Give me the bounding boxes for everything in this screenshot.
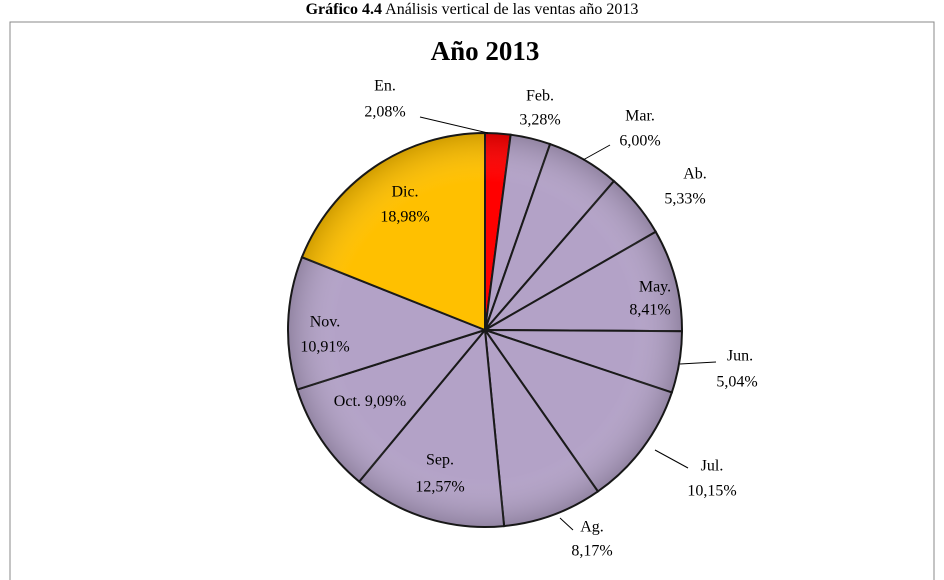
- slice-name: Jun.: [727, 348, 753, 365]
- slice-value: 12,57%: [415, 479, 464, 496]
- leader-line: [654, 449, 689, 469]
- slice-value: 8,17%: [571, 543, 612, 560]
- slice-name: Mar.: [625, 108, 655, 125]
- slice-value: 9,09%: [365, 393, 406, 410]
- leader-line: [419, 116, 489, 134]
- leader-line: [679, 361, 717, 365]
- slice-name: May.: [639, 279, 671, 296]
- slice-name: Ab.: [683, 166, 707, 183]
- caption-label: Gráfico 4.4: [306, 1, 382, 18]
- caption: Gráfico 4.4 Análisis vertical de las ven…: [306, 1, 639, 18]
- slice-name: En.: [374, 78, 396, 95]
- leader-line: [559, 517, 574, 531]
- slice-value: 5,04%: [716, 374, 757, 391]
- slice-value: 8,41%: [629, 302, 670, 319]
- slice-value: 2,08%: [364, 104, 405, 121]
- data-label: Oct. 9,09%: [334, 393, 406, 410]
- slice-value: 10,15%: [687, 483, 736, 500]
- slice-value: 18,98%: [380, 209, 429, 226]
- slice-name: Ag.: [580, 519, 604, 536]
- slice-name: Dic.: [391, 184, 418, 201]
- slice-value: 5,33%: [664, 191, 705, 208]
- slice-name: Sep.: [426, 452, 454, 469]
- slice-name: Oct.: [334, 393, 361, 410]
- caption-text: Análisis vertical de las ventas año 2013: [385, 1, 638, 18]
- slice-name: Jul.: [701, 458, 724, 475]
- slice-value: 3,28%: [519, 112, 560, 129]
- chart-frame: [9, 21, 935, 580]
- slice-name: Feb.: [526, 88, 554, 105]
- slice-value: 6,00%: [619, 133, 660, 150]
- chart-title: Año 2013: [431, 36, 540, 66]
- leader-line: [582, 144, 611, 161]
- slice-name: Nov.: [310, 314, 341, 331]
- slice-value: 10,91%: [300, 339, 349, 356]
